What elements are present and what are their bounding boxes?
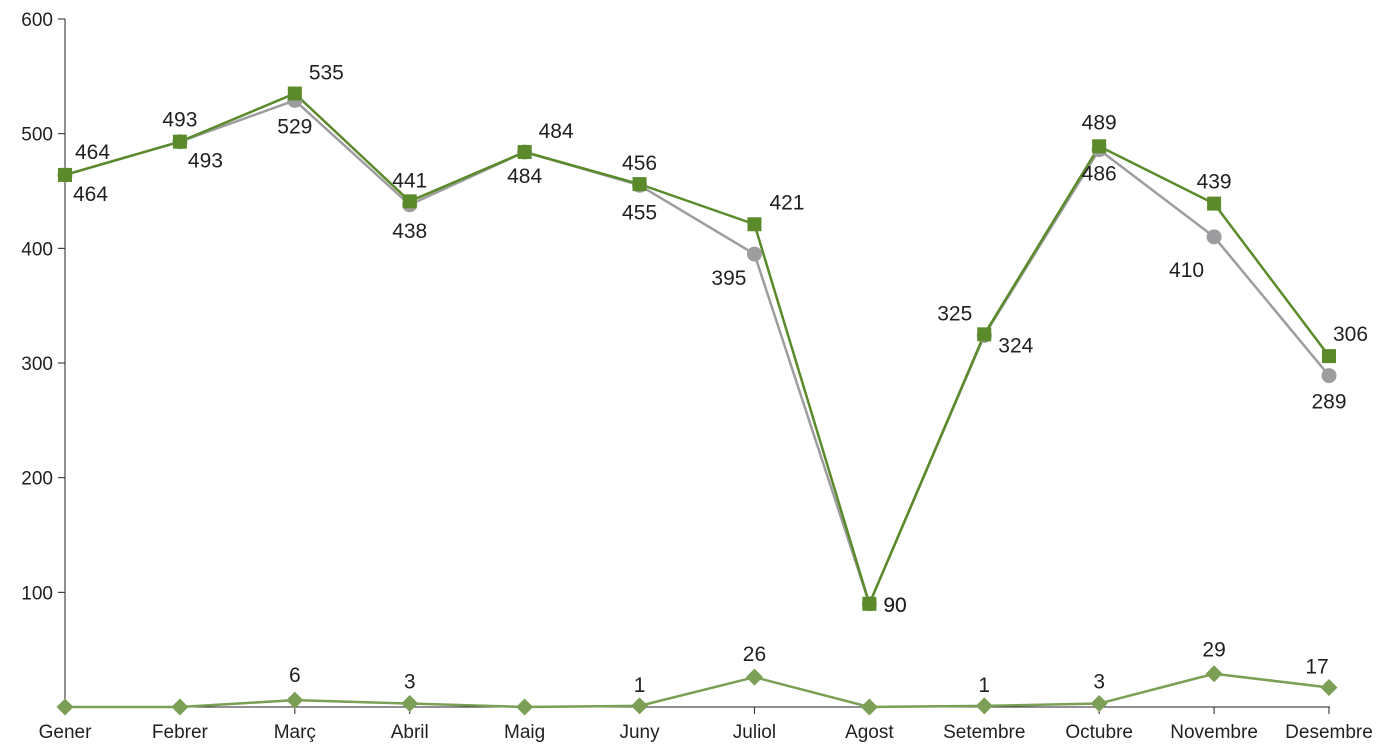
- data-labels: 464 493 529 438 484 455 395 90 324 486 410 289 6 3 1 26…: [73, 62, 1368, 697]
- data-point-diamond: [1090, 695, 1108, 713]
- data-point-circle: [1206, 229, 1222, 245]
- data-point-square: [862, 596, 877, 611]
- x-tick-label: Novembre: [1170, 722, 1258, 743]
- x-tick-label: Setembre: [943, 722, 1025, 743]
- series-line-1: [64, 92, 1330, 606]
- data-point-square: [287, 86, 302, 101]
- data-label: 3: [1093, 671, 1105, 694]
- x-tick-label: Abril: [391, 722, 429, 743]
- data-point-square: [632, 177, 647, 192]
- data-point-diamond: [401, 695, 419, 713]
- x-tick-label: Juliol: [733, 722, 776, 743]
- data-label: 289: [1311, 391, 1346, 414]
- data-point-circle: [746, 246, 762, 262]
- data-point-square: [1322, 349, 1336, 364]
- data-point-diamond: [516, 698, 534, 716]
- data-point-diamond: [631, 697, 649, 715]
- data-label: 325: [937, 302, 972, 325]
- data-point-square: [977, 327, 992, 342]
- data-label: 6: [289, 664, 301, 687]
- data-label: 455: [622, 201, 657, 224]
- data-point-square: [58, 167, 72, 182]
- data-label: 410: [1169, 259, 1204, 282]
- data-label: 535: [309, 62, 344, 85]
- data-point-diamond: [171, 698, 189, 716]
- y-tick-label: 300: [21, 354, 53, 375]
- data-point-square: [517, 145, 532, 160]
- data-label: 493: [188, 150, 223, 173]
- y-tick-label: 400: [21, 239, 53, 260]
- data-label: 529: [277, 115, 312, 138]
- data-point-square: [402, 194, 417, 209]
- data-point-square: [1092, 139, 1107, 154]
- x-tick-label: Maig: [504, 722, 545, 743]
- x-tick-label: Agost: [845, 722, 894, 743]
- data-point-diamond: [975, 697, 993, 715]
- axes: 100 200 300 400 500 600 Gener Febrer Març Abril Ma…: [21, 10, 1373, 743]
- data-label: 493: [162, 109, 197, 132]
- x-tick-label: Gener: [39, 722, 92, 743]
- data-label: 3: [404, 671, 416, 694]
- data-point-square: [747, 217, 762, 232]
- data-point-diamond: [286, 691, 304, 709]
- data-point-diamond: [860, 698, 878, 716]
- data-label: 29: [1202, 639, 1225, 662]
- series-markers: [56, 86, 1338, 716]
- data-label: 1: [634, 674, 646, 697]
- data-label: 26: [743, 643, 766, 666]
- data-label: 395: [711, 267, 746, 290]
- series-line-2: [65, 672, 1330, 709]
- data-point-diamond: [56, 698, 74, 716]
- data-label: 489: [1082, 111, 1117, 134]
- data-label: 1: [978, 674, 990, 697]
- data-point-square: [1207, 196, 1222, 211]
- data-point-diamond: [1320, 679, 1338, 697]
- data-label: 484: [539, 120, 574, 143]
- data-label: 90: [883, 594, 906, 617]
- y-tick-label: 600: [21, 10, 53, 31]
- data-label: 441: [392, 169, 427, 192]
- x-tick-label: Desembre: [1285, 722, 1373, 743]
- data-label: 90: [883, 594, 906, 617]
- x-tick-label: Juny: [619, 722, 660, 743]
- series-line-0: [64, 99, 1330, 606]
- y-tick-label: 500: [21, 125, 53, 146]
- data-point-diamond: [745, 668, 763, 686]
- data-label: 464: [75, 141, 110, 164]
- x-tick-label: Octubre: [1065, 722, 1133, 743]
- x-tick-label: Març: [274, 722, 316, 743]
- data-label: 464: [73, 183, 108, 206]
- data-point-diamond: [1205, 665, 1223, 683]
- data-label: 486: [1082, 163, 1117, 186]
- y-tick-label: 200: [21, 469, 53, 490]
- data-label: 484: [507, 165, 542, 188]
- y-tick-label: 100: [21, 583, 53, 604]
- series-lines: [64, 92, 1330, 709]
- x-tick-label: Febrer: [152, 722, 209, 743]
- data-label: 306: [1333, 323, 1368, 346]
- data-label: 17: [1305, 656, 1328, 679]
- data-label: 439: [1197, 171, 1232, 194]
- data-point-square: [172, 134, 187, 149]
- data-label: 421: [769, 191, 804, 214]
- data-point-circle: [1321, 368, 1337, 384]
- data-label: 438: [392, 220, 427, 243]
- data-label: 456: [622, 152, 657, 175]
- data-label: 324: [998, 334, 1033, 357]
